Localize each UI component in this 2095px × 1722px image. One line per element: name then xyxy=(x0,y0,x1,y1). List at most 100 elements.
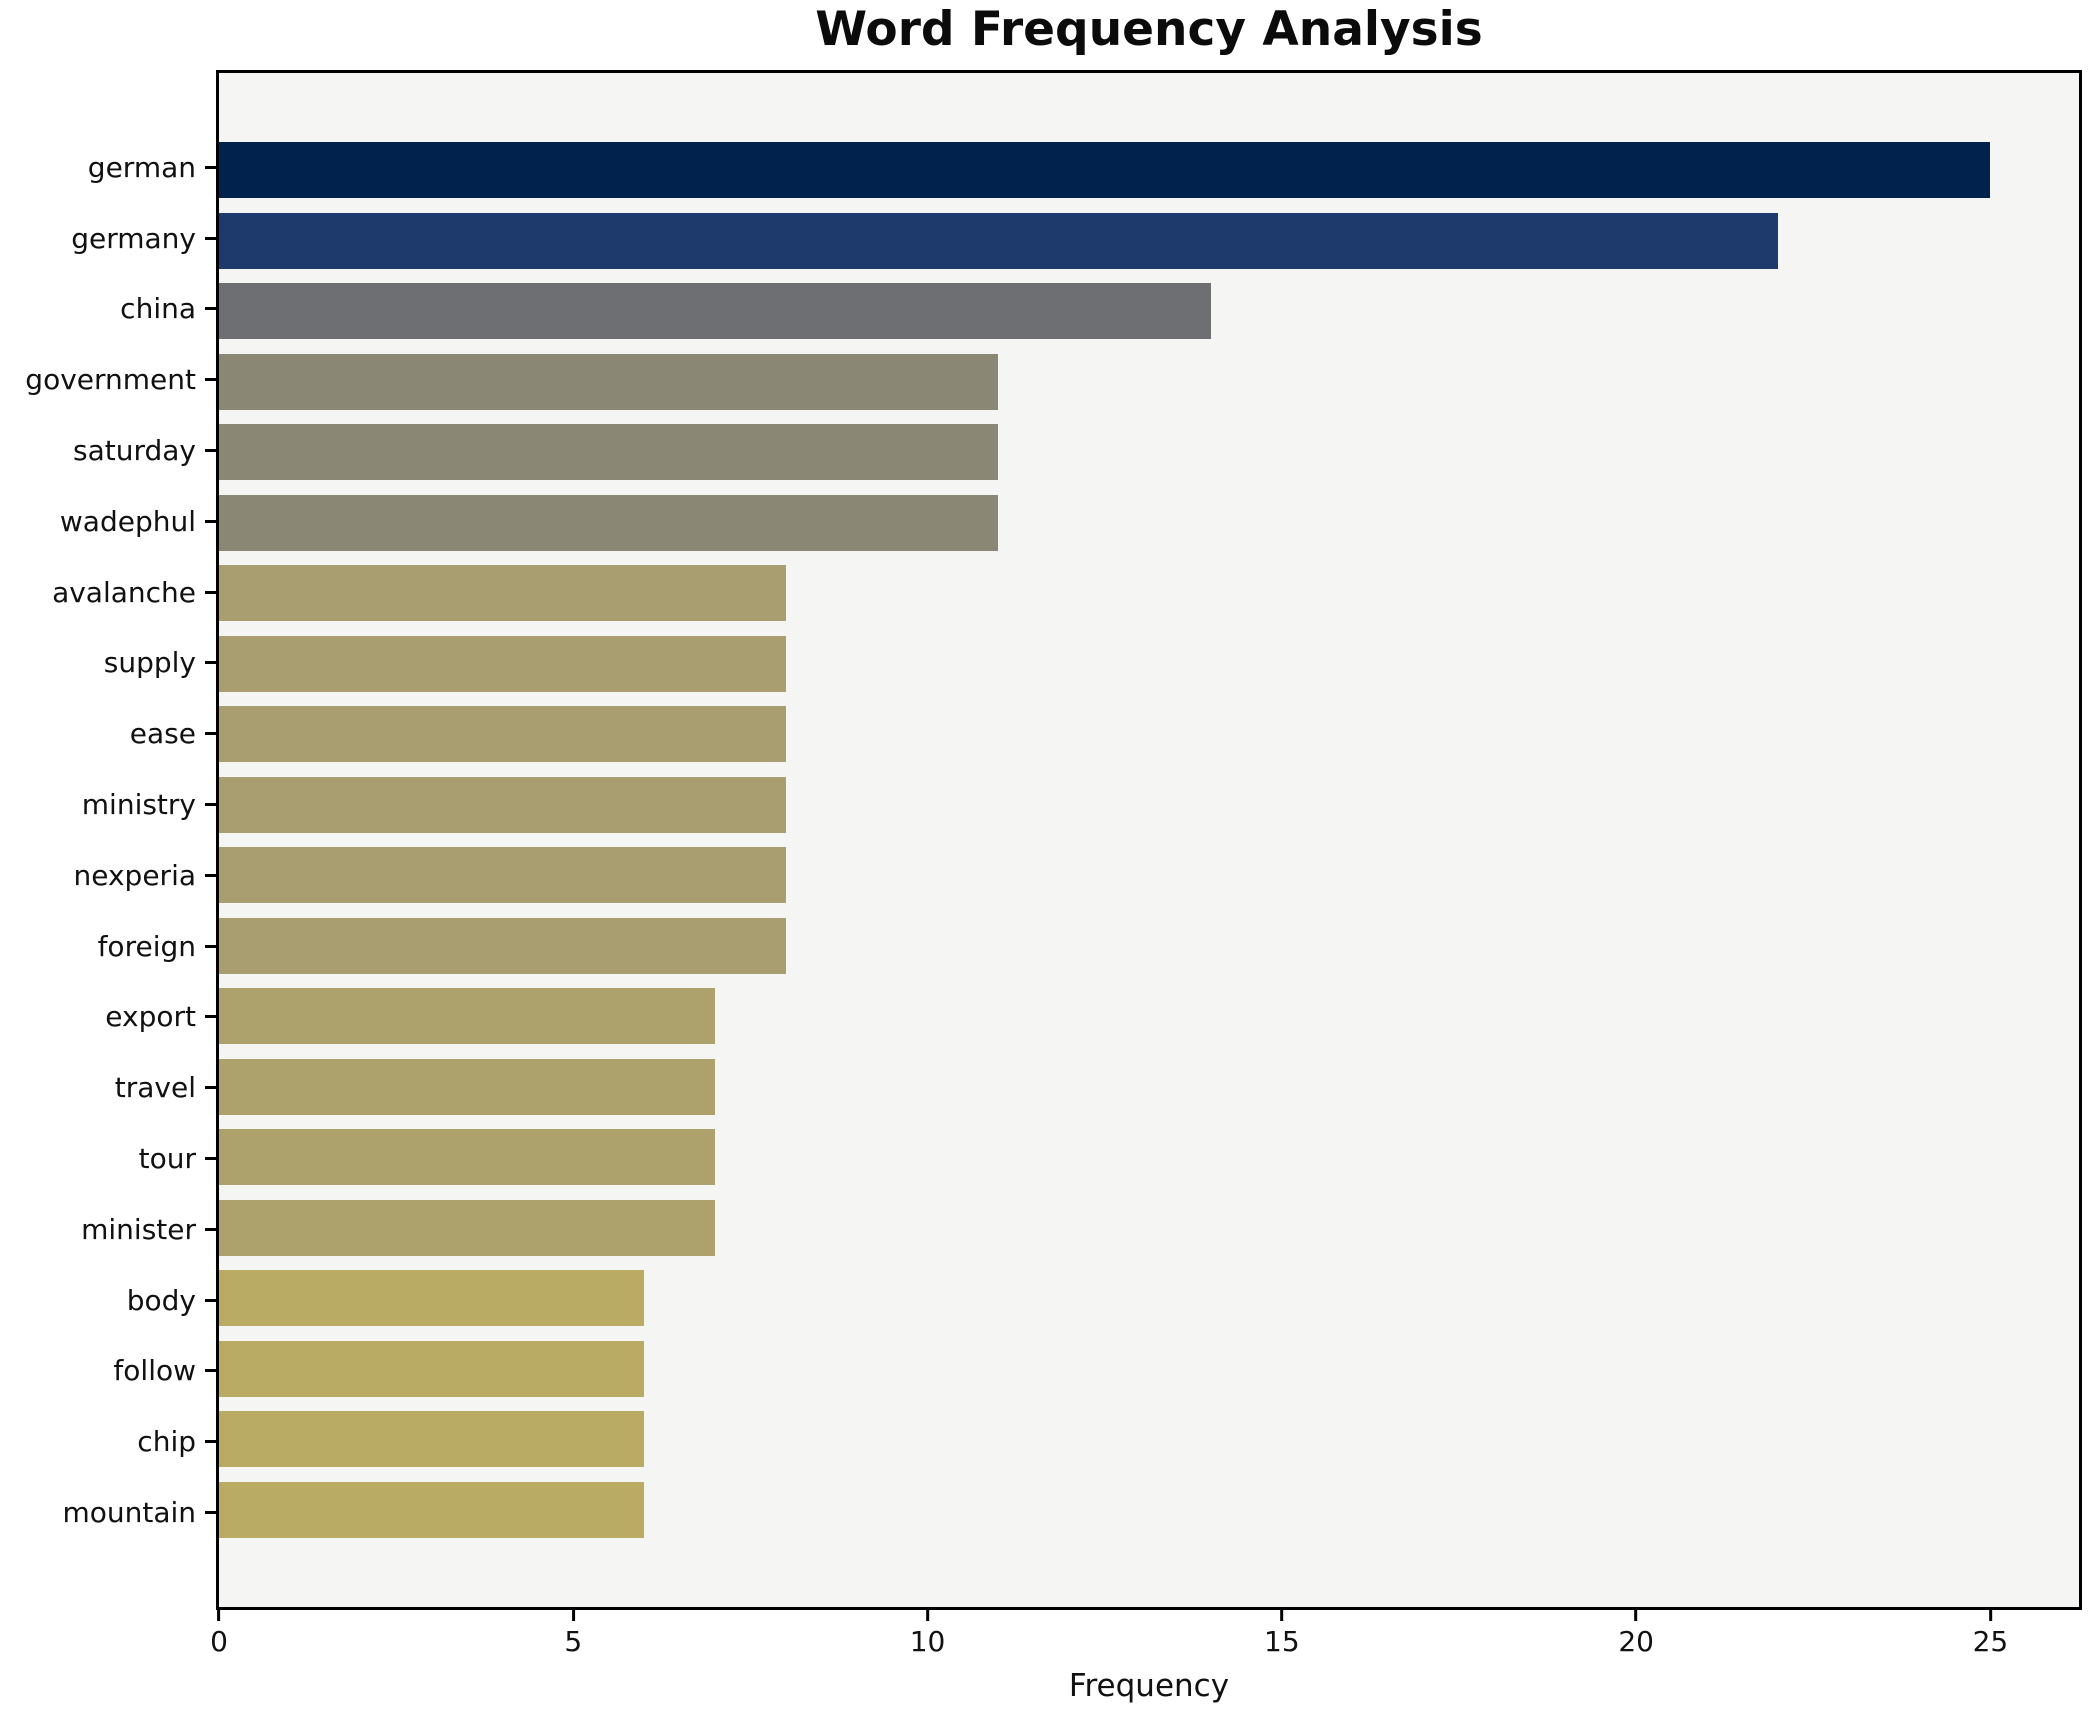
x-axis-tick-mark xyxy=(1988,1610,1992,1621)
bar-chip xyxy=(219,1411,645,1468)
y-axis-category-label: nexperia xyxy=(73,858,197,892)
y-axis-category-label: supply xyxy=(103,646,196,680)
y-axis-label-row: chip xyxy=(0,1406,216,1477)
bar-row xyxy=(219,1404,2079,1475)
y-axis-tick-mark xyxy=(205,944,216,948)
y-axis-label-row: ministry xyxy=(0,769,216,840)
y-axis-tick-mark xyxy=(205,803,216,807)
y-axis-category-label: minister xyxy=(81,1212,196,1246)
y-axis-label-row: ease xyxy=(0,698,216,769)
y-axis-category-label: germany xyxy=(71,221,196,255)
y-axis-label-row: export xyxy=(0,982,216,1053)
bar-row xyxy=(219,1334,2079,1405)
x-axis-tick-label: 15 xyxy=(1264,1625,1300,1658)
bar-saturday xyxy=(219,424,999,481)
y-axis-category-label: ministry xyxy=(81,788,196,822)
y-axis-category-label: body xyxy=(126,1283,196,1317)
bar-row xyxy=(219,1263,2079,1334)
bar-wadephul xyxy=(219,494,999,551)
bar-china xyxy=(219,283,1211,340)
bars-container xyxy=(219,73,2079,1607)
x-axis-tick-mark xyxy=(571,1610,575,1621)
y-axis-category-label: travel xyxy=(114,1071,196,1105)
y-axis-tick-mark xyxy=(205,1511,216,1515)
x-axis-tick-label: 25 xyxy=(1972,1625,2009,1658)
bar-row xyxy=(219,276,2079,347)
bar-row xyxy=(219,629,2079,700)
bar-nexperia xyxy=(219,847,786,904)
bar-row xyxy=(219,770,2079,841)
bar-avalanche xyxy=(219,565,786,622)
y-axis-tick-mark xyxy=(205,378,216,382)
y-axis-tick-mark xyxy=(205,661,216,665)
x-axis-tick: 0 xyxy=(210,1610,228,1658)
x-axis-tick-label: 0 xyxy=(210,1625,228,1658)
y-axis-tick-mark xyxy=(205,1440,216,1444)
y-axis-label-row: travel xyxy=(0,1052,216,1123)
y-axis-tick-mark xyxy=(205,307,216,311)
y-axis-labels: german germany china government saturday… xyxy=(0,70,216,1610)
x-axis-tick-mark xyxy=(217,1610,221,1621)
y-axis-label-row: nexperia xyxy=(0,840,216,911)
y-axis-label-row: german xyxy=(0,132,216,203)
x-axis-tick-label: 10 xyxy=(909,1625,946,1658)
x-axis-tick: 15 xyxy=(1264,1610,1300,1658)
bar-row xyxy=(219,558,2079,629)
bar-row xyxy=(219,840,2079,911)
bar-row xyxy=(219,206,2079,277)
bar-mountain xyxy=(219,1481,645,1538)
y-axis-label-row: body xyxy=(0,1265,216,1336)
y-axis-tick-mark xyxy=(205,236,216,240)
y-axis-label-row: avalanche xyxy=(0,557,216,628)
y-axis-category-label: china xyxy=(120,292,196,326)
bar-body xyxy=(219,1270,645,1327)
bar-government xyxy=(219,353,999,410)
y-axis-tick-mark xyxy=(205,165,216,169)
x-axis-tick-label: 20 xyxy=(1618,1625,1654,1658)
bar-german xyxy=(219,142,1991,199)
bar-supply xyxy=(219,635,786,692)
y-axis-label-row: wadephul xyxy=(0,486,216,557)
chart-title: Word Frequency Analysis xyxy=(815,2,1483,57)
y-axis-label-row: china xyxy=(0,274,216,345)
bar-row xyxy=(219,347,2079,418)
bar-row xyxy=(219,1475,2079,1546)
x-axis-tick-mark xyxy=(1280,1610,1284,1621)
bar-row xyxy=(219,1193,2079,1264)
bar-follow xyxy=(219,1340,645,1397)
bar-tour xyxy=(219,1129,715,1186)
y-axis-category-label: tour xyxy=(138,1142,196,1176)
y-axis-tick-mark xyxy=(205,732,216,736)
y-axis-label-row: mountain xyxy=(0,1477,216,1548)
x-axis-tick-mark xyxy=(926,1610,930,1621)
x-axis-tick: 25 xyxy=(1972,1610,2009,1658)
y-axis-tick-mark xyxy=(205,1298,216,1302)
y-axis-tick-mark xyxy=(205,1227,216,1231)
y-axis-label-row: minister xyxy=(0,1194,216,1265)
x-axis-tick-mark xyxy=(1634,1610,1638,1621)
y-axis-category-label: avalanche xyxy=(52,575,196,609)
y-axis-label-row: tour xyxy=(0,1123,216,1194)
bar-export xyxy=(219,988,715,1045)
bar-row xyxy=(219,981,2079,1052)
y-axis-tick-mark xyxy=(205,1157,216,1161)
x-axis-tick-label: 5 xyxy=(564,1625,583,1658)
bar-travel xyxy=(219,1058,715,1115)
bar-row xyxy=(219,488,2079,559)
bar-ease xyxy=(219,706,786,763)
bar-foreign xyxy=(219,917,786,974)
bar-row xyxy=(219,911,2079,982)
y-axis-tick-mark xyxy=(205,449,216,453)
x-axis-tick: 20 xyxy=(1618,1610,1654,1658)
y-axis-category-label: mountain xyxy=(62,1496,196,1530)
x-axis-label: Frequency xyxy=(1068,1668,1230,1704)
y-axis-tick-mark xyxy=(205,873,216,877)
bar-row xyxy=(219,699,2079,770)
y-axis-category-label: saturday xyxy=(73,434,196,468)
y-axis-category-label: follow xyxy=(113,1354,196,1388)
x-axis-tick: 5 xyxy=(564,1610,582,1658)
y-axis-label-row: supply xyxy=(0,628,216,699)
bar-ministry xyxy=(219,776,786,833)
y-axis-category-label: chip xyxy=(137,1425,196,1459)
